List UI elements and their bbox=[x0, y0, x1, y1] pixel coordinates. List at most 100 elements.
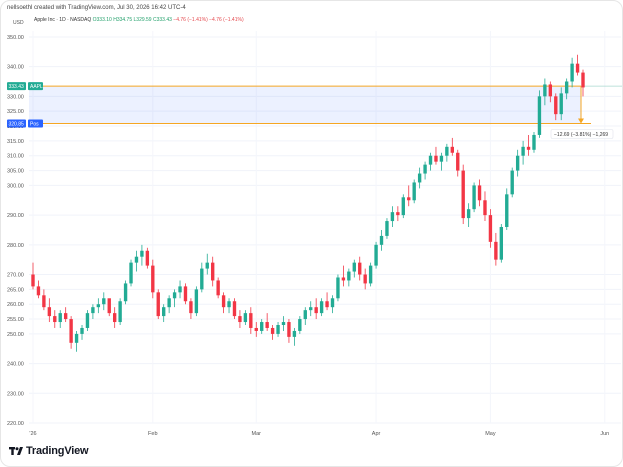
candle-down bbox=[581, 69, 585, 97]
candle-body bbox=[91, 307, 95, 314]
candle-down bbox=[31, 262, 35, 290]
candle-body bbox=[456, 152, 460, 171]
candle-body bbox=[325, 301, 329, 308]
candle-body bbox=[466, 209, 471, 219]
candle-up bbox=[330, 295, 335, 314]
candle-body bbox=[450, 146, 454, 153]
candle-body bbox=[554, 96, 558, 115]
candle-down bbox=[494, 232, 498, 266]
candle-up bbox=[417, 167, 422, 189]
candle-up bbox=[303, 307, 307, 325]
candle-body bbox=[281, 322, 286, 325]
candle-body bbox=[532, 134, 536, 150]
y-tick-label: 250.00 bbox=[7, 332, 24, 338]
ohlc-open: O333.10 bbox=[92, 17, 112, 23]
candle-down bbox=[358, 256, 362, 281]
candle-up bbox=[445, 143, 449, 162]
candle-up bbox=[281, 316, 286, 331]
candle-body bbox=[265, 322, 269, 328]
candle-body bbox=[96, 304, 101, 308]
candle-up bbox=[515, 149, 520, 177]
candle-up bbox=[96, 298, 101, 314]
candle-up bbox=[260, 319, 264, 334]
candle-body bbox=[319, 301, 324, 314]
candle-up bbox=[510, 167, 514, 198]
candle-down bbox=[232, 298, 237, 320]
candle-body bbox=[221, 295, 226, 308]
candle-up bbox=[347, 268, 351, 287]
y-tick-label: 350.00 bbox=[7, 35, 24, 41]
candle-down bbox=[145, 247, 150, 269]
candle-up bbox=[412, 179, 416, 204]
candle-body bbox=[58, 313, 62, 323]
candle-body bbox=[249, 313, 253, 328]
candle-body bbox=[477, 185, 482, 201]
y-tick-label: 255.00 bbox=[7, 317, 24, 323]
candle-up bbox=[172, 289, 177, 308]
candle-up bbox=[123, 280, 128, 305]
candle-body bbox=[145, 250, 150, 266]
candle-up bbox=[319, 298, 324, 317]
candle-body bbox=[216, 280, 220, 296]
candle-up bbox=[200, 262, 204, 293]
candle-body bbox=[341, 277, 346, 281]
candle-down bbox=[407, 185, 411, 207]
y-tick-label: 300.00 bbox=[7, 183, 24, 189]
tradingview-logo[interactable]: TradingView bbox=[9, 445, 89, 457]
candle-up bbox=[570, 57, 574, 88]
y-tick-label: 305.00 bbox=[7, 169, 24, 175]
candle-up bbox=[276, 322, 280, 337]
candle-up bbox=[58, 310, 62, 328]
candle-body bbox=[401, 197, 405, 216]
candle-body bbox=[42, 295, 46, 308]
candle-up bbox=[532, 131, 536, 153]
change-value: −4.76 (−1.41%) bbox=[173, 17, 208, 23]
y-tick-label: 260.00 bbox=[7, 302, 24, 308]
candle-body bbox=[461, 170, 465, 219]
candle-body bbox=[211, 262, 215, 281]
candle-down bbox=[461, 164, 465, 225]
candle-body bbox=[428, 155, 433, 165]
y-tick-label: 315.00 bbox=[7, 139, 24, 145]
x-tick-label: Apr bbox=[372, 431, 381, 437]
candle-body bbox=[85, 313, 90, 328]
candle-body bbox=[63, 313, 68, 320]
candle-body bbox=[200, 268, 204, 290]
candle-body bbox=[140, 250, 144, 257]
candle-body bbox=[156, 292, 160, 317]
y-tick-label: 265.00 bbox=[7, 287, 24, 293]
ohlc-low: L329.59 bbox=[133, 17, 152, 23]
last-price-tag: 333.43 AAPL bbox=[7, 82, 43, 91]
candle-body bbox=[505, 194, 509, 227]
position-tag-value: 320.85 bbox=[9, 122, 25, 128]
y-tick-label: 230.00 bbox=[7, 391, 24, 397]
ohlc-high: H334.75 bbox=[113, 17, 133, 23]
candle-up bbox=[543, 78, 547, 106]
candle-body bbox=[510, 170, 514, 195]
candle-body bbox=[298, 319, 302, 331]
candle-up bbox=[368, 262, 373, 287]
candle-body bbox=[227, 301, 231, 308]
candle-down bbox=[53, 310, 57, 328]
candle-body bbox=[379, 235, 384, 245]
candle-body bbox=[515, 155, 520, 171]
candle-body bbox=[167, 298, 171, 308]
tradingview-logo-icon bbox=[9, 446, 23, 456]
candle-body bbox=[412, 182, 416, 201]
candle-body bbox=[330, 298, 335, 308]
candle-body bbox=[31, 274, 35, 287]
candle-body bbox=[47, 307, 52, 317]
candle-down bbox=[42, 289, 46, 311]
candle-down bbox=[575, 54, 580, 76]
candle-down bbox=[554, 93, 558, 121]
candle-up bbox=[564, 78, 569, 100]
y-tick-label: 280.00 bbox=[7, 243, 24, 249]
candle-up bbox=[134, 250, 139, 272]
candle-body bbox=[347, 271, 351, 281]
candle-down bbox=[63, 307, 68, 323]
candle-body bbox=[472, 185, 476, 210]
candle-body bbox=[336, 277, 340, 299]
pair-label: Apple Inc · 1D · NASDAQ bbox=[34, 17, 92, 23]
measure-label-text: −12.69 (−3.81%) −1,269 bbox=[554, 132, 608, 138]
